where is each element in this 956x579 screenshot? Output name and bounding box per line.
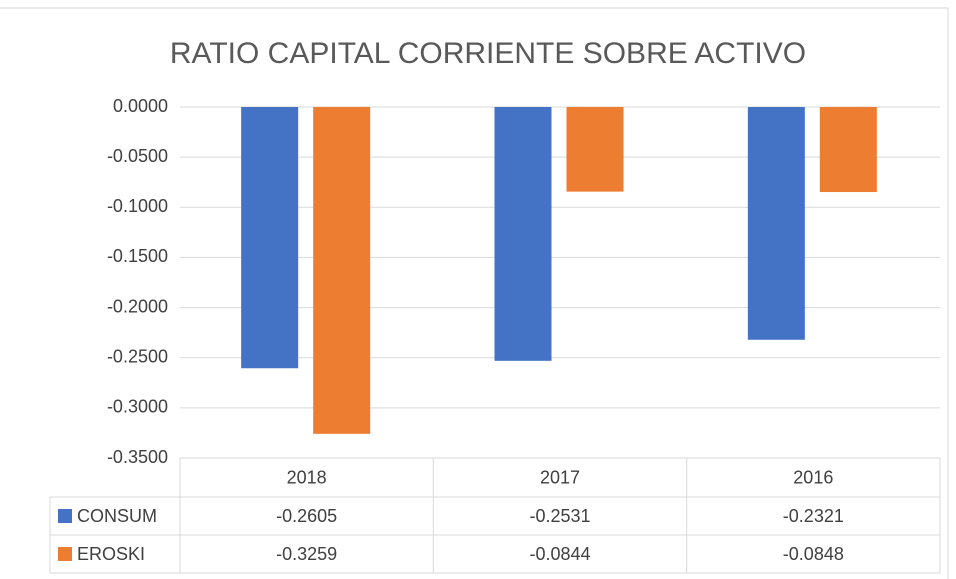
table-value: -0.0848 xyxy=(783,544,844,564)
legend-label: CONSUM xyxy=(77,506,157,526)
bar xyxy=(747,107,805,340)
y-tick-label: -0.2500 xyxy=(107,346,168,366)
legend-key xyxy=(58,509,72,523)
bar xyxy=(313,107,371,434)
table-value: -0.2531 xyxy=(529,506,590,526)
y-tick-label: -0.1000 xyxy=(107,196,168,216)
legend-label: EROSKI xyxy=(77,544,145,564)
y-tick-label: 0.0000 xyxy=(113,96,168,116)
y-tick-label: -0.3500 xyxy=(107,447,168,467)
bar xyxy=(566,107,624,192)
x-tick-label: 2017 xyxy=(540,467,580,487)
y-tick-label: -0.3000 xyxy=(107,397,168,417)
y-tick-label: -0.1500 xyxy=(107,246,168,266)
y-tick-label: -0.2000 xyxy=(107,296,168,316)
x-tick-label: 2018 xyxy=(287,467,327,487)
chart-border xyxy=(0,7,949,579)
bar xyxy=(494,107,552,361)
table-value: -0.0844 xyxy=(529,544,590,564)
x-tick-label: 2016 xyxy=(793,467,833,487)
legend-key xyxy=(58,547,72,561)
bar xyxy=(241,107,299,369)
bar xyxy=(819,107,877,193)
chart-title: RATIO CAPITAL CORRIENTE SOBRE ACTIVO xyxy=(170,37,806,70)
table-value: -0.2605 xyxy=(276,506,337,526)
table-value: -0.3259 xyxy=(276,544,337,564)
table-value: -0.2321 xyxy=(783,506,844,526)
y-tick-label: -0.0500 xyxy=(107,146,168,166)
